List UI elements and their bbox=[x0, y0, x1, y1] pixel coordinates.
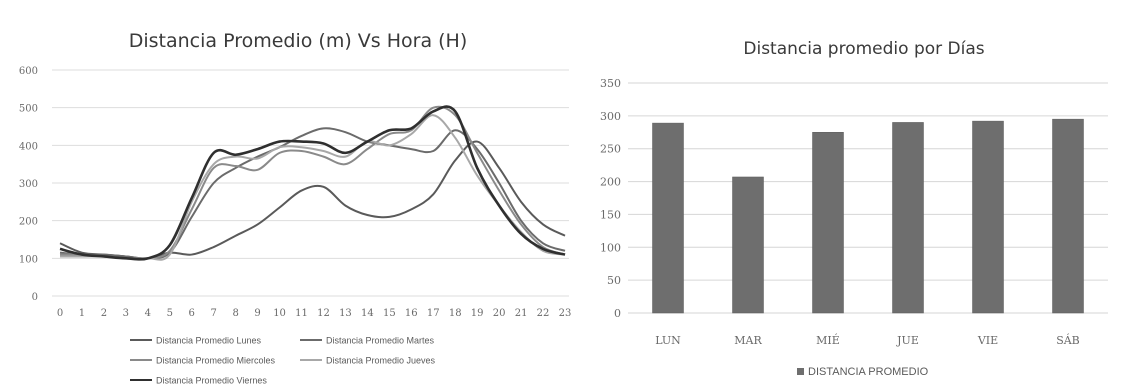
line-y-tick-label: 100 bbox=[19, 254, 38, 265]
legend-label: Distancia Promedio Lunes bbox=[156, 336, 262, 346]
line-x-tick-label: 18 bbox=[449, 308, 462, 319]
line-chart: Distancia Promedio (m) Vs Hora (H) 01002… bbox=[19, 30, 572, 386]
line-x-tick-label: 5 bbox=[167, 308, 173, 319]
bar-x-tick-label: LUN bbox=[655, 334, 681, 347]
line-x-tick-label: 4 bbox=[145, 308, 151, 319]
bar-mié bbox=[812, 132, 844, 314]
bar-y-tick-label: 250 bbox=[600, 143, 621, 156]
line-x-tick-label: 9 bbox=[254, 308, 260, 319]
bar-y-tick-label: 100 bbox=[600, 241, 621, 254]
legend-label: Distancia Promedio Miercoles bbox=[156, 356, 276, 366]
line-x-tick-label: 23 bbox=[559, 308, 572, 319]
line-x-tick-label: 16 bbox=[405, 308, 418, 319]
line-y-tick-label: 400 bbox=[19, 141, 38, 152]
legend-label: Distancia Promedio Jueves bbox=[326, 356, 436, 366]
line-x-tick-label: 15 bbox=[383, 308, 396, 319]
bar-x-tick-label: MIÉ bbox=[816, 333, 840, 347]
bar-vie bbox=[972, 120, 1004, 314]
line-y-tick-label: 600 bbox=[19, 66, 38, 77]
line-x-tick-label: 8 bbox=[232, 308, 238, 319]
line-x-tick-label: 11 bbox=[295, 308, 308, 319]
line-x-tick-label: 3 bbox=[123, 308, 129, 319]
line-x-tick-label: 0 bbox=[57, 308, 63, 319]
bar-jue bbox=[892, 122, 924, 314]
line-x-tick-label: 2 bbox=[101, 308, 107, 319]
line-x-tick-label: 20 bbox=[493, 308, 506, 319]
line-x-tick-label: 10 bbox=[273, 308, 286, 319]
bar-y-tick-label: 300 bbox=[600, 110, 621, 123]
bar-chart-panel: Distancia promedio por Días 0 50 100 150 200… bbox=[578, 0, 1128, 391]
line-x-tick-label: 7 bbox=[211, 308, 217, 319]
line-x-tick-label: 1 bbox=[79, 308, 85, 319]
line-y-tick-label: 200 bbox=[19, 217, 38, 228]
line-series-4 bbox=[59, 105, 566, 261]
bar-sáb bbox=[1052, 118, 1084, 314]
line-x-tick-label: 17 bbox=[427, 308, 440, 319]
bar-y-tick-label: 0 bbox=[614, 307, 621, 320]
line-x-tick-label: 6 bbox=[189, 308, 195, 319]
line-x-tick-label: 12 bbox=[317, 308, 330, 319]
line-chart-title: Distancia Promedio (m) Vs Hora (H) bbox=[129, 30, 468, 52]
bar-x-tick-label: JUE bbox=[896, 334, 919, 347]
legend-swatch bbox=[797, 368, 804, 375]
bar-y-tick-label: 150 bbox=[600, 208, 621, 221]
bar-mar bbox=[732, 176, 764, 314]
bar-chart-title: Distancia promedio por Días bbox=[743, 39, 984, 59]
line-y-tick-label: 500 bbox=[19, 104, 38, 115]
bar-y-tick-label: 200 bbox=[600, 176, 621, 189]
line-series-0 bbox=[59, 140, 566, 260]
legend-label: DISTANCIA PROMEDIO bbox=[808, 366, 929, 378]
line-y-tick-label: 0 bbox=[32, 292, 38, 303]
legend-label: Distancia Promedio Viernes bbox=[156, 376, 267, 386]
bar-x-tick-label: VIE bbox=[977, 334, 998, 347]
line-y-tick-label: 300 bbox=[19, 179, 38, 190]
bar-x-tick-label: MAR bbox=[734, 334, 762, 347]
legend-label: Distancia Promedio Martes bbox=[326, 336, 435, 346]
line-x-tick-label: 14 bbox=[361, 308, 374, 319]
bar-chart: Distancia promedio por Días 0 50 100 150 200… bbox=[600, 39, 1108, 378]
line-x-tick-label: 22 bbox=[537, 308, 550, 319]
bar-x-tick-label: SÁB bbox=[1056, 333, 1080, 347]
bar-y-tick-label: 350 bbox=[600, 77, 621, 90]
line-chart-panel: Distancia Promedio (m) Vs Hora (H) 0 100 2… bbox=[18, 30, 572, 386]
line-x-tick-label: 19 bbox=[471, 308, 484, 319]
line-x-tick-label: 13 bbox=[339, 308, 352, 319]
bar-lun bbox=[652, 122, 684, 314]
bar-y-tick-label: 50 bbox=[607, 274, 621, 287]
line-x-tick-label: 21 bbox=[515, 308, 528, 319]
